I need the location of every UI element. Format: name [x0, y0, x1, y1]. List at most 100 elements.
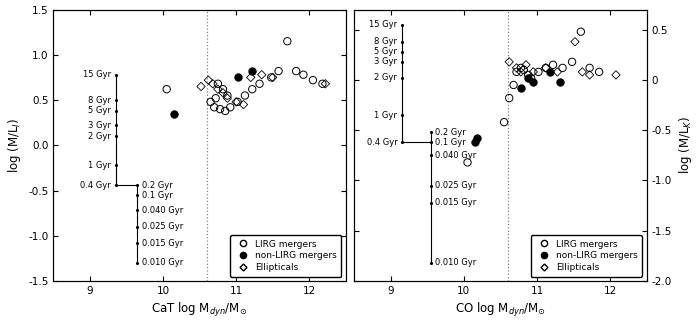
Text: 2 Gyr: 2 Gyr — [374, 73, 398, 83]
Point — [511, 69, 522, 74]
Text: 15 Gyr: 15 Gyr — [83, 70, 111, 79]
Point — [577, 69, 588, 74]
Text: 8 Gyr: 8 Gyr — [374, 37, 398, 46]
Point — [290, 69, 302, 74]
Text: 0.4 Gyr: 0.4 Gyr — [367, 138, 398, 147]
Text: 0.025 Gyr: 0.025 Gyr — [435, 181, 477, 190]
Point — [320, 81, 331, 86]
Point — [515, 85, 526, 91]
Point — [195, 84, 206, 89]
Point — [594, 69, 605, 74]
Point — [462, 160, 473, 165]
Point — [246, 86, 258, 92]
Point — [523, 75, 534, 81]
X-axis label: CaT log M$_{dyn}$/M$_{\odot}$: CaT log M$_{dyn}$/M$_{\odot}$ — [151, 302, 248, 319]
Text: 0.015 Gyr: 0.015 Gyr — [435, 198, 477, 207]
Point — [526, 75, 537, 81]
Text: 0.1 Gyr: 0.1 Gyr — [142, 190, 173, 200]
Point — [557, 65, 568, 71]
Point — [528, 79, 539, 84]
Point — [210, 96, 221, 101]
Point — [256, 72, 267, 77]
Text: 0.040 Gyr: 0.040 Gyr — [435, 151, 477, 160]
Point — [528, 69, 539, 74]
Point — [203, 78, 214, 83]
Point — [232, 75, 243, 80]
Point — [218, 86, 229, 92]
Point — [540, 65, 552, 71]
Point — [555, 79, 566, 84]
Point — [317, 81, 328, 86]
Text: 1 Gyr: 1 Gyr — [374, 111, 398, 120]
Text: 1 Gyr: 1 Gyr — [88, 161, 111, 170]
Text: 0.040 Gyr: 0.040 Gyr — [142, 206, 183, 215]
Point — [471, 136, 482, 141]
Point — [239, 93, 251, 98]
Point — [552, 69, 563, 74]
Point — [610, 72, 622, 77]
Point — [232, 99, 243, 104]
Point — [498, 120, 510, 125]
Point — [212, 86, 223, 92]
Text: 0.2 Gyr: 0.2 Gyr — [435, 128, 466, 137]
Text: 5 Gyr: 5 Gyr — [88, 106, 111, 115]
Point — [523, 72, 534, 77]
Point — [575, 29, 587, 34]
Legend: LIRG mergers, non-LIRG mergers, Ellipticals: LIRG mergers, non-LIRG mergers, Elliptic… — [230, 235, 342, 277]
Text: 0.010 Gyr: 0.010 Gyr — [435, 258, 477, 267]
Point — [218, 90, 229, 96]
Text: 0.4 Gyr: 0.4 Gyr — [80, 181, 111, 189]
Point — [265, 75, 276, 80]
Point — [508, 82, 519, 87]
Point — [569, 39, 580, 44]
Point — [584, 72, 595, 77]
Point — [503, 59, 514, 64]
Text: 3 Gyr: 3 Gyr — [374, 57, 398, 66]
Point — [515, 69, 526, 74]
Point — [220, 108, 231, 113]
Point — [540, 65, 552, 71]
Point — [566, 59, 578, 64]
Point — [307, 78, 318, 83]
Text: 0.2 Gyr: 0.2 Gyr — [142, 181, 173, 189]
Point — [169, 111, 180, 116]
Point — [281, 39, 293, 44]
Text: 0.1 Gyr: 0.1 Gyr — [435, 138, 466, 147]
Point — [214, 107, 225, 112]
Point — [515, 65, 526, 71]
Text: 2 Gyr: 2 Gyr — [88, 132, 111, 141]
Point — [225, 105, 236, 110]
Point — [584, 65, 595, 71]
Point — [207, 81, 218, 86]
Point — [205, 99, 216, 104]
Point — [209, 105, 220, 110]
Point — [545, 69, 556, 74]
Point — [298, 72, 309, 77]
Point — [161, 86, 172, 92]
Point — [222, 96, 233, 101]
Y-axis label: log (M/L$_I$): log (M/L$_I$) — [6, 118, 22, 173]
Point — [267, 75, 279, 80]
Point — [222, 93, 233, 98]
Point — [238, 102, 249, 107]
Text: 0.015 Gyr: 0.015 Gyr — [142, 239, 183, 248]
Text: 5 Gyr: 5 Gyr — [374, 47, 398, 56]
Point — [212, 81, 223, 86]
Point — [518, 67, 529, 72]
Point — [273, 69, 284, 74]
Text: 3 Gyr: 3 Gyr — [88, 121, 111, 130]
Point — [533, 69, 544, 74]
Point — [547, 62, 559, 68]
Point — [503, 96, 514, 101]
Point — [230, 99, 241, 104]
Point — [520, 62, 531, 68]
Text: 0.010 Gyr: 0.010 Gyr — [142, 258, 183, 267]
Legend: LIRG mergers, non-LIRG mergers, Ellipticals: LIRG mergers, non-LIRG mergers, Elliptic… — [531, 235, 642, 277]
Point — [469, 140, 480, 145]
Point — [511, 65, 522, 71]
Text: 0.025 Gyr: 0.025 Gyr — [142, 222, 183, 231]
Text: 8 Gyr: 8 Gyr — [88, 96, 111, 105]
Point — [254, 81, 265, 86]
Point — [245, 75, 256, 80]
Y-axis label: log (M/L$_K$): log (M/L$_K$) — [678, 116, 694, 175]
